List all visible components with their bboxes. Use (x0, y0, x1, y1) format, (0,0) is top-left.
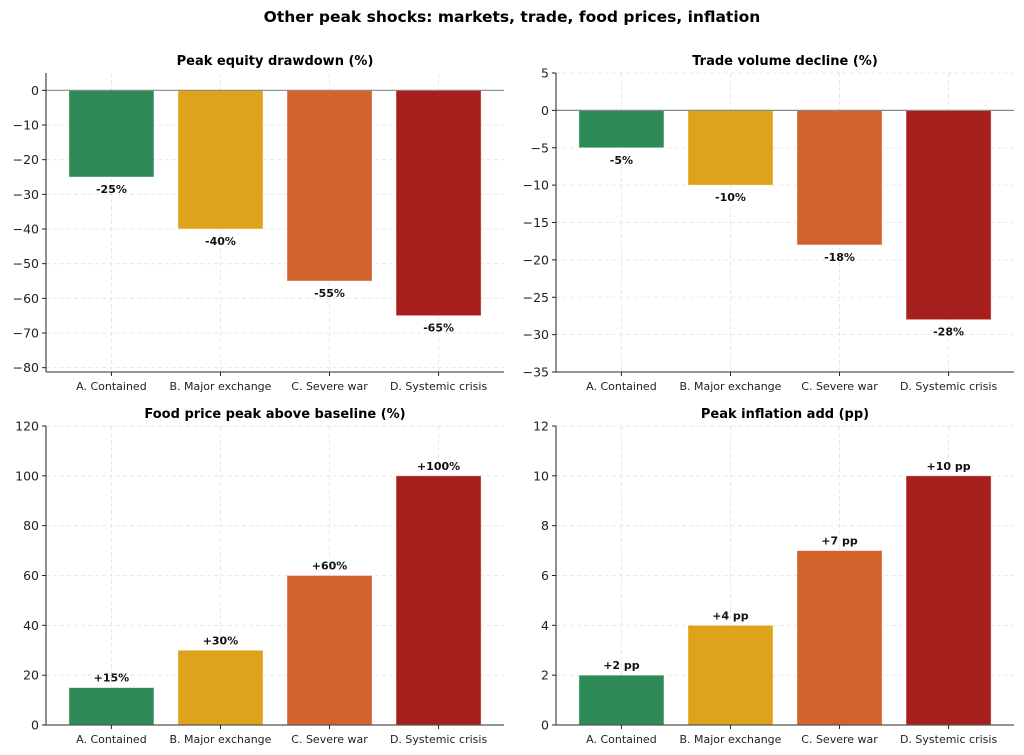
x-tick-label: B. Major exchange (679, 380, 781, 393)
bar-c (286, 89, 373, 282)
y-tick-label: −5 (531, 140, 549, 155)
panel-inflation: Peak inflation add (pp) +2 pp +4 pp +7 pp +1… (533, 407, 1014, 746)
figure-title: Other peak shocks: markets, trade, food … (264, 8, 761, 26)
data-label: -55% (314, 287, 345, 300)
y-tick-label: −20 (13, 152, 39, 167)
data-label: -5% (610, 154, 633, 167)
data-label: +15% (94, 672, 130, 685)
x-tick-label: A. Contained (76, 380, 147, 393)
panel-title: Peak equity drawdown (%) (177, 54, 374, 69)
data-label: +100% (417, 460, 460, 473)
y-tick-label: 10 (533, 468, 549, 483)
x-tick-label: A. Contained (586, 733, 657, 746)
x-tick-label: D. Systemic crisis (900, 380, 997, 393)
y-tick-label: −30 (523, 327, 549, 342)
bar-d (395, 475, 482, 726)
bar-b (177, 89, 264, 230)
y-tick-label: −10 (523, 178, 549, 193)
x-tick-label: D. Systemic crisis (390, 380, 487, 393)
y-tick-label: 0 (541, 718, 549, 733)
bar-b (687, 109, 774, 186)
y-tick-label: 40 (23, 618, 39, 633)
y-tick-label: −40 (13, 222, 39, 237)
y-tick-label: 20 (23, 668, 39, 683)
y-tick-label: −10 (13, 118, 39, 133)
data-label: -10% (715, 191, 746, 204)
x-tick-label: A. Contained (586, 380, 657, 393)
x-tick-label: C. Severe war (801, 733, 878, 746)
x-tick-label: D. Systemic crisis (900, 733, 997, 746)
data-label: +7 pp (821, 535, 858, 548)
panel-title: Food price peak above baseline (%) (144, 407, 405, 422)
data-label: +60% (312, 560, 348, 573)
y-tick-label: 100 (15, 468, 39, 483)
bar-c (796, 550, 883, 726)
y-tick-label: 12 (533, 419, 549, 434)
y-tick-label: 8 (541, 518, 549, 533)
bar-a (68, 89, 155, 178)
panel-title: Peak inflation add (pp) (701, 407, 869, 422)
data-label: -18% (824, 251, 855, 264)
y-tick-label: 60 (23, 568, 39, 583)
y-tick-label: −15 (523, 215, 549, 230)
y-tick-label: 4 (541, 618, 549, 633)
y-tick-label: 0 (31, 83, 39, 98)
x-tick-label: B. Major exchange (169, 380, 271, 393)
x-tick-label: A. Contained (76, 733, 147, 746)
bar-b (177, 649, 264, 726)
y-tick-label: −30 (13, 187, 39, 202)
data-label: +30% (203, 634, 239, 647)
data-label: +10 pp (927, 460, 971, 473)
panel-equity-drawdown: Peak equity drawdown (%) -25% -40% -55% -65%… (13, 54, 504, 393)
bar-c (796, 109, 883, 246)
y-tick-label: −80 (13, 360, 39, 375)
bar-c (286, 575, 373, 726)
bar-d (395, 89, 482, 317)
y-tick-label: 80 (23, 518, 39, 533)
y-tick-label: −35 (523, 365, 549, 380)
x-tick-label: B. Major exchange (169, 733, 271, 746)
x-tick-label: D. Systemic crisis (390, 733, 487, 746)
y-tick-label: −20 (523, 252, 549, 267)
bar-a (68, 687, 155, 726)
y-tick-label: −50 (13, 256, 39, 271)
data-label: -65% (423, 322, 454, 335)
y-tick-label: −25 (523, 290, 549, 305)
x-tick-label: C. Severe war (291, 380, 368, 393)
x-tick-label: C. Severe war (291, 733, 368, 746)
data-label: +2 pp (603, 659, 640, 672)
y-tick-label: 120 (15, 419, 39, 434)
y-tick-label: 5 (541, 66, 549, 81)
x-tick-label: C. Severe war (801, 380, 878, 393)
bar-a (578, 109, 665, 149)
bar-a (578, 674, 665, 726)
data-label: -25% (96, 183, 127, 196)
panel-food-price: Food price peak above baseline (%) +15% +3… (15, 407, 504, 746)
data-label: +4 pp (712, 609, 749, 622)
panel-trade-volume: Trade volume decline (%) -5% -10% -18% -28% 5… (523, 54, 1014, 393)
y-tick-label: 0 (541, 103, 549, 118)
data-label: -40% (205, 235, 236, 248)
x-tick-label: B. Major exchange (679, 733, 781, 746)
y-tick-label: −60 (13, 291, 39, 306)
bar-d (905, 475, 992, 726)
y-tick-label: 2 (541, 668, 549, 683)
panel-title: Trade volume decline (%) (692, 54, 878, 69)
bar-d (905, 109, 992, 321)
y-tick-label: −70 (13, 326, 39, 341)
y-tick-label: 6 (541, 568, 549, 583)
bar-b (687, 624, 774, 726)
data-label: -28% (933, 326, 964, 339)
y-tick-label: 0 (31, 718, 39, 733)
